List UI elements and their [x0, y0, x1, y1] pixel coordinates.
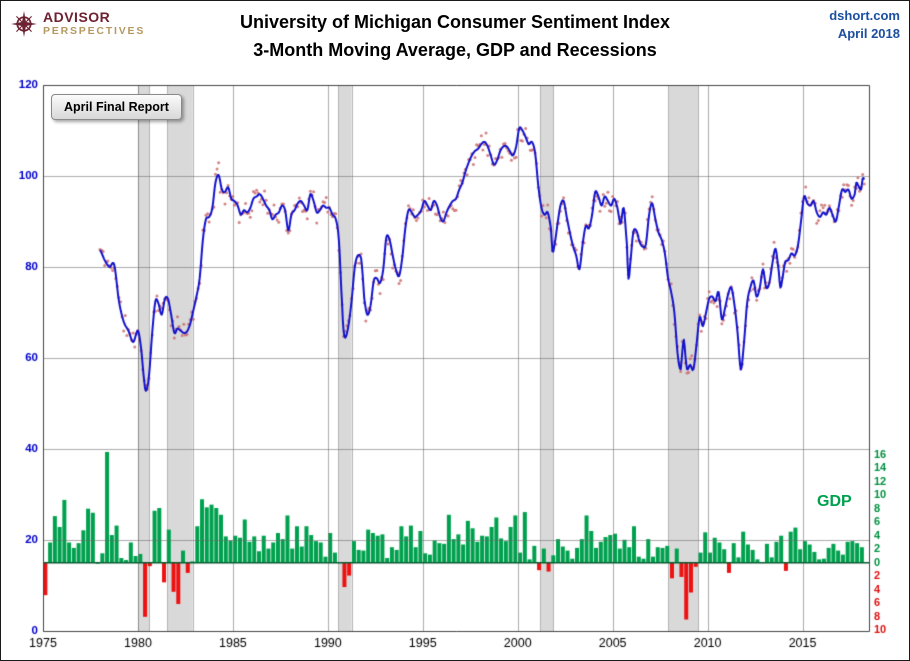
- advisor-perspectives-logo: ADVISOR PERSPECTIVES: [11, 9, 146, 38]
- report-badge: April Final Report: [51, 94, 182, 120]
- compass-rose-icon: [11, 10, 37, 37]
- logo-line1: ADVISOR: [43, 9, 111, 25]
- logo-text: ADVISOR PERSPECTIVES: [43, 9, 146, 38]
- title-line2: 3-Month Moving Average, GDP and Recessio…: [253, 39, 657, 60]
- source-date: April 2018: [837, 25, 900, 41]
- logo-line2: PERSPECTIVES: [43, 25, 146, 38]
- title-line1: University of Michigan Consumer Sentimen…: [239, 12, 671, 32]
- source-site: dshort.com: [829, 8, 900, 23]
- page-title: University of Michigan Consumer Sentimen…: [1, 9, 909, 65]
- gdp-series-label: GDP: [817, 493, 852, 510]
- source-attribution: dshort.com April 2018: [829, 7, 900, 42]
